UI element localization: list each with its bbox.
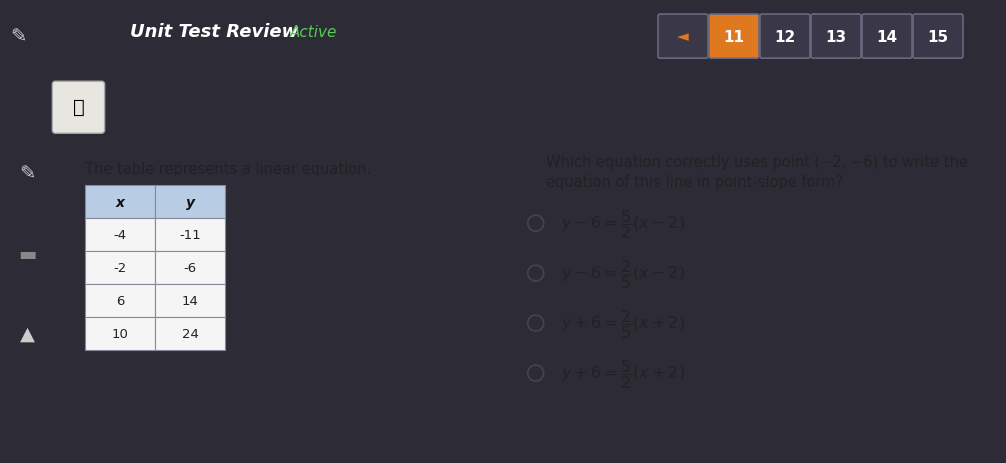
FancyBboxPatch shape <box>52 82 105 134</box>
Text: The table represents a linear equation.: The table represents a linear equation. <box>86 161 371 176</box>
Text: ◄: ◄ <box>677 30 689 44</box>
Bar <box>86 186 155 219</box>
Bar <box>86 219 155 251</box>
Bar <box>86 318 155 350</box>
Text: $y+6=\dfrac{2}{5}(x+2)$: $y+6=\dfrac{2}{5}(x+2)$ <box>560 307 685 340</box>
Text: 6: 6 <box>116 294 125 307</box>
Text: ✎: ✎ <box>19 164 35 183</box>
Text: $y-6=\dfrac{2}{5}(x-2)$: $y-6=\dfrac{2}{5}(x-2)$ <box>560 257 685 290</box>
Text: 10: 10 <box>112 327 129 340</box>
Text: 15: 15 <box>928 30 949 44</box>
Text: -6: -6 <box>184 262 197 275</box>
Bar <box>155 251 225 284</box>
Bar <box>155 318 225 350</box>
Text: -2: -2 <box>114 262 127 275</box>
Text: Active: Active <box>290 25 337 39</box>
Bar <box>86 284 155 318</box>
FancyBboxPatch shape <box>760 15 810 59</box>
Bar <box>155 284 225 318</box>
Text: ▬: ▬ <box>18 244 36 263</box>
FancyBboxPatch shape <box>862 15 912 59</box>
Text: -4: -4 <box>114 229 127 242</box>
FancyBboxPatch shape <box>709 15 759 59</box>
Text: Unit Test Review: Unit Test Review <box>130 23 298 41</box>
Text: 11: 11 <box>723 30 744 44</box>
Text: ▲: ▲ <box>20 324 34 343</box>
Text: ✎: ✎ <box>10 28 26 46</box>
Bar <box>155 186 225 219</box>
FancyBboxPatch shape <box>811 15 861 59</box>
Text: x: x <box>116 195 125 209</box>
Text: 14: 14 <box>182 294 199 307</box>
Text: Which equation correctly uses point (−2, −6) to write the: Which equation correctly uses point (−2,… <box>545 154 968 169</box>
Text: $y-6=\dfrac{5}{2}(x-2)$: $y-6=\dfrac{5}{2}(x-2)$ <box>560 207 685 240</box>
Bar <box>86 251 155 284</box>
FancyBboxPatch shape <box>913 15 963 59</box>
Text: 24: 24 <box>182 327 199 340</box>
FancyBboxPatch shape <box>658 15 708 59</box>
Text: equation of this line in point-slope form?: equation of this line in point-slope for… <box>545 174 843 189</box>
Text: 12: 12 <box>775 30 796 44</box>
Text: 13: 13 <box>826 30 847 44</box>
Text: 🔒: 🔒 <box>72 98 85 117</box>
Text: 14: 14 <box>876 30 897 44</box>
Text: -11: -11 <box>179 229 201 242</box>
Bar <box>155 219 225 251</box>
Text: y: y <box>186 195 195 209</box>
Text: $y+6=\dfrac{5}{2}(x+2)$: $y+6=\dfrac{5}{2}(x+2)$ <box>560 357 685 390</box>
